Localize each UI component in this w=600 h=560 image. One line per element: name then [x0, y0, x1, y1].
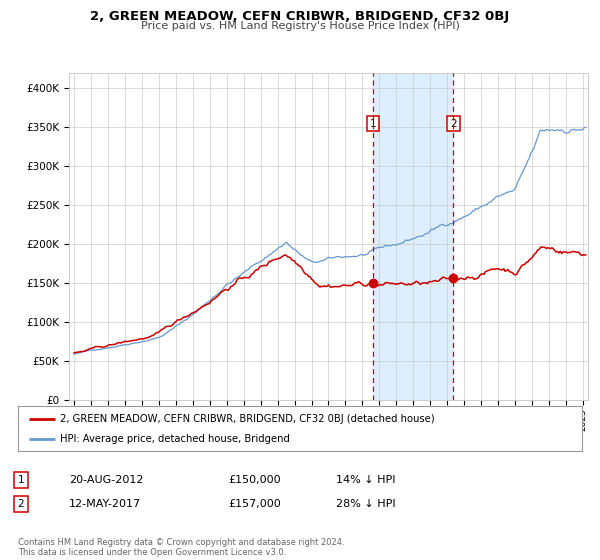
Text: £150,000: £150,000: [228, 475, 281, 485]
Text: 28% ↓ HPI: 28% ↓ HPI: [336, 499, 395, 509]
Text: 2, GREEN MEADOW, CEFN CRIBWR, BRIDGEND, CF32 0BJ (detached house): 2, GREEN MEADOW, CEFN CRIBWR, BRIDGEND, …: [60, 413, 435, 423]
Text: 12-MAY-2017: 12-MAY-2017: [69, 499, 141, 509]
Text: £157,000: £157,000: [228, 499, 281, 509]
Text: Price paid vs. HM Land Registry's House Price Index (HPI): Price paid vs. HM Land Registry's House …: [140, 21, 460, 31]
Text: HPI: Average price, detached house, Bridgend: HPI: Average price, detached house, Brid…: [60, 433, 290, 444]
Text: 2: 2: [450, 119, 457, 128]
Text: 2: 2: [17, 499, 25, 509]
Text: 1: 1: [370, 119, 377, 128]
Text: Contains HM Land Registry data © Crown copyright and database right 2024.
This d: Contains HM Land Registry data © Crown c…: [18, 538, 344, 557]
Text: 2, GREEN MEADOW, CEFN CRIBWR, BRIDGEND, CF32 0BJ: 2, GREEN MEADOW, CEFN CRIBWR, BRIDGEND, …: [91, 10, 509, 23]
Text: 20-AUG-2012: 20-AUG-2012: [69, 475, 143, 485]
Bar: [373, 73, 454, 400]
Text: 1: 1: [17, 475, 25, 485]
Text: 14% ↓ HPI: 14% ↓ HPI: [336, 475, 395, 485]
